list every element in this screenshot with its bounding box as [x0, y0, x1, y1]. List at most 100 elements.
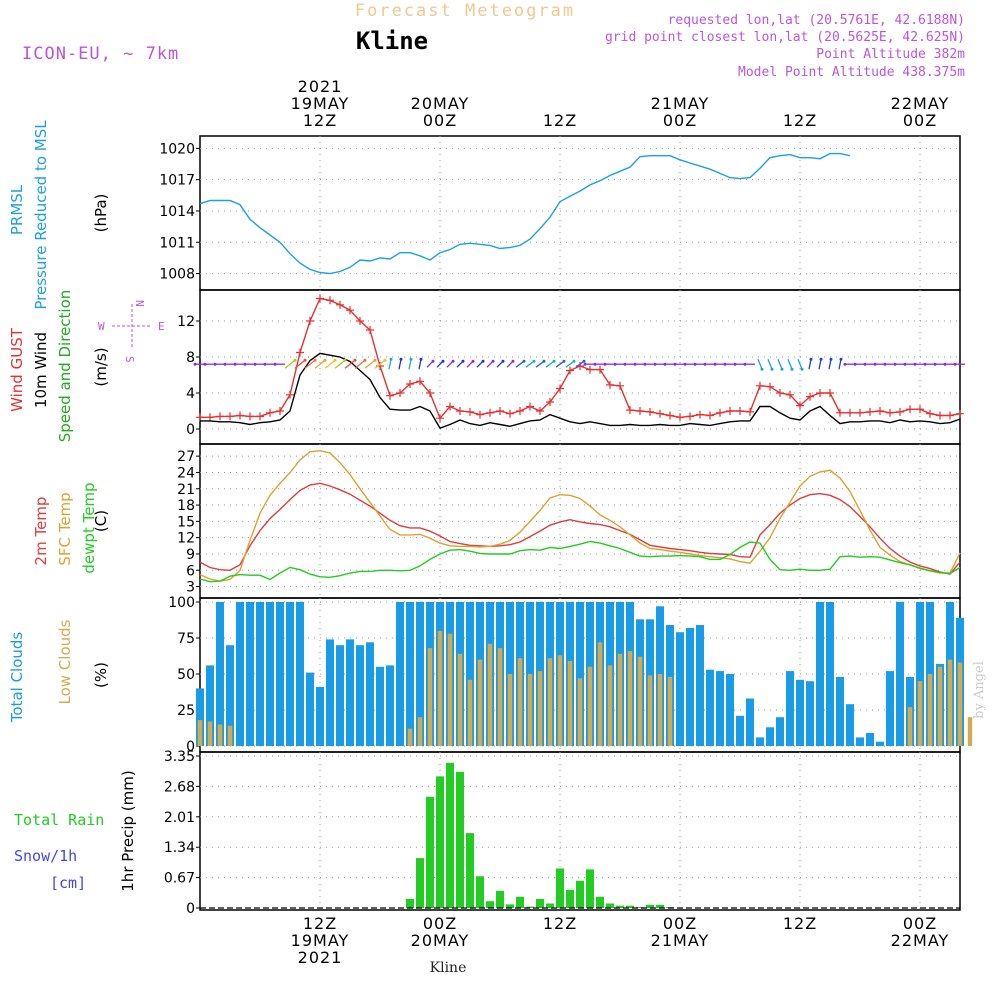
gust-point — [446, 402, 454, 411]
gust-point — [656, 409, 664, 418]
gust-point — [226, 412, 234, 421]
grid-point-coordinates: grid point closest lon,lat (20.5625E, 42… — [605, 30, 965, 45]
wind-direction-arrowhead — [943, 362, 947, 366]
wind-direction-arrowhead — [451, 359, 455, 363]
wind-direction-arrow — [418, 359, 422, 370]
wind-direction-arrow — [818, 359, 822, 370]
clouds-bar-total-clouds — [736, 715, 744, 746]
precipitation-ytick-label: 0.67 — [164, 871, 195, 887]
clouds-ytick-label: 100 — [168, 595, 195, 611]
clouds-bar-total-clouds — [206, 665, 214, 746]
gust-point — [256, 412, 264, 421]
wind-direction-arrow — [575, 360, 585, 368]
gust-point — [686, 412, 694, 421]
clouds-bar-total-clouds — [806, 681, 814, 746]
precipitation-bar-total-rain — [606, 903, 614, 908]
wind-direction-arrow — [767, 358, 773, 370]
wind-direction-arrowhead — [770, 367, 774, 371]
clouds-bar-low-clouds — [547, 658, 553, 746]
side-labels: PRMSL Pressure Reduced to MSL Wind GUST 10m… — [8, 120, 104, 892]
wind-direction-arrowhead — [373, 358, 377, 362]
wind-direction-arrow — [364, 359, 376, 369]
gust-point — [326, 296, 334, 305]
wind-ytick-label: 0 — [186, 422, 195, 438]
gust-point — [286, 390, 294, 399]
temperature-ytick-label: 6 — [186, 563, 195, 579]
precipitation-bar-total-rain — [536, 898, 544, 908]
wind-direction-arrowhead — [303, 358, 307, 362]
clouds-bar-low-clouds — [537, 671, 543, 746]
precipitation-bar-total-rain — [496, 890, 504, 908]
wind-direction-arrowhead — [693, 362, 697, 366]
footer-station-name: Kline — [430, 960, 467, 976]
time-bottom-label: 12Z — [303, 914, 337, 933]
precipitation-bar-total-rain — [596, 896, 604, 908]
gust-point — [846, 408, 854, 417]
clouds-bar-total-clouds — [406, 602, 414, 746]
clouds-bar-low-clouds — [197, 720, 203, 746]
wind-direction-arrowhead — [389, 357, 393, 361]
clouds-ytick-label: 50 — [177, 667, 195, 683]
gust-point — [196, 413, 204, 422]
wind-series-10m-wind — [200, 352, 961, 429]
clouds-bar-total-clouds — [466, 602, 474, 746]
wind-direction-arrowhead — [213, 362, 217, 366]
wind-direction-arrow — [294, 359, 306, 369]
wind-direction-arrowhead — [809, 357, 813, 361]
wind-direction-arrow — [525, 360, 535, 368]
clouds-bar-total-clouds — [276, 602, 284, 746]
precipitation-panel: 0 0.67 1.34 2.01 2.68 3.35 1hr Precip (mm) — [119, 749, 961, 917]
wind-direction-arrowhead — [633, 362, 637, 366]
clouds-bar-low-clouds — [587, 666, 593, 746]
precipitation-bar-total-rain — [516, 896, 524, 908]
temperature-ytick-label: 21 — [177, 482, 195, 498]
time-bottom-label: 12Z — [783, 914, 817, 933]
wind-direction-arrowhead — [501, 359, 505, 363]
wind-direction-arrow — [545, 360, 555, 368]
clouds-bar-total-clouds — [356, 645, 364, 746]
gust-point — [556, 384, 564, 393]
gust-point — [366, 326, 374, 334]
clouds-bar-low-clouds — [577, 678, 583, 746]
wind-direction-arrowhead — [419, 357, 423, 361]
precipitation-bar-total-rain — [636, 907, 644, 908]
wind-direction-arrowhead — [313, 358, 317, 362]
clouds-ytick-label: 0 — [186, 739, 195, 755]
precipitation-ytick-label: 3.35 — [164, 749, 195, 765]
precipitation-bar-total-rain — [616, 905, 624, 908]
clouds-label-low: Low Clouds — [56, 619, 74, 704]
clouds-bar-total-clouds — [346, 639, 354, 746]
clouds-bar-total-clouds — [376, 666, 384, 746]
gust-point — [776, 389, 784, 397]
gust-point — [586, 365, 594, 374]
gust-point — [926, 409, 934, 418]
clouds-bar-total-clouds — [296, 602, 304, 746]
clouds-bar-low-clouds — [457, 653, 463, 746]
clouds-bar-low-clouds — [927, 674, 933, 746]
gust-point — [536, 407, 544, 415]
wind-direction-arrowhead — [343, 358, 347, 362]
gust-point — [216, 412, 224, 421]
wind-direction-arrowhead — [819, 357, 823, 361]
clouds-bar-total-clouds — [766, 727, 774, 746]
time-bottom-label: 12Z — [543, 914, 577, 933]
snow-unit-label: [cm] — [50, 874, 86, 892]
gust-point — [276, 407, 284, 415]
clouds-bar-low-clouds — [627, 651, 633, 746]
clouds-bar-low-clouds — [937, 666, 943, 746]
clouds-bar-total-clouds — [286, 602, 294, 746]
wind-ytick-label: 4 — [186, 386, 195, 402]
wind-direction-arrowhead — [913, 362, 917, 366]
wind-direction-arrowhead — [253, 362, 257, 366]
gust-point — [246, 412, 254, 421]
time-bottom-label: 00Z — [663, 914, 697, 933]
wind-direction-arrowhead — [853, 362, 857, 366]
gust-point — [716, 408, 724, 417]
wind-panel: 0 4 8 12 W E N S (m/s) — [92, 289, 965, 445]
clouds-bar-total-clouds — [876, 741, 884, 746]
wind-direction-arrowhead — [663, 362, 667, 366]
gust-point — [396, 389, 404, 397]
clouds-bar-total-clouds — [776, 717, 784, 746]
precipitation-bar-total-rain — [586, 869, 594, 908]
